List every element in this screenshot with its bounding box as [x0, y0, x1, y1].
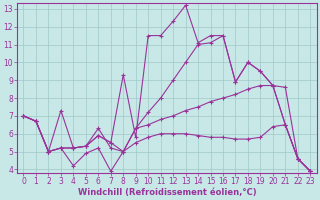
X-axis label: Windchill (Refroidissement éolien,°C): Windchill (Refroidissement éolien,°C) [77, 188, 256, 197]
